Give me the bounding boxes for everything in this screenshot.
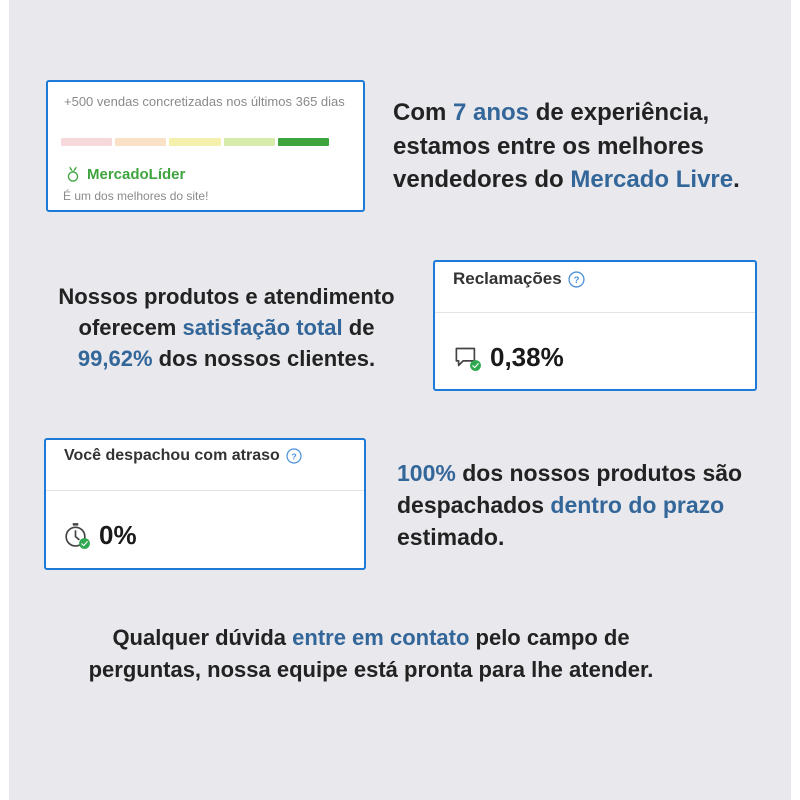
svg-text:?: ? [291,451,296,461]
svg-text:?: ? [573,275,579,285]
